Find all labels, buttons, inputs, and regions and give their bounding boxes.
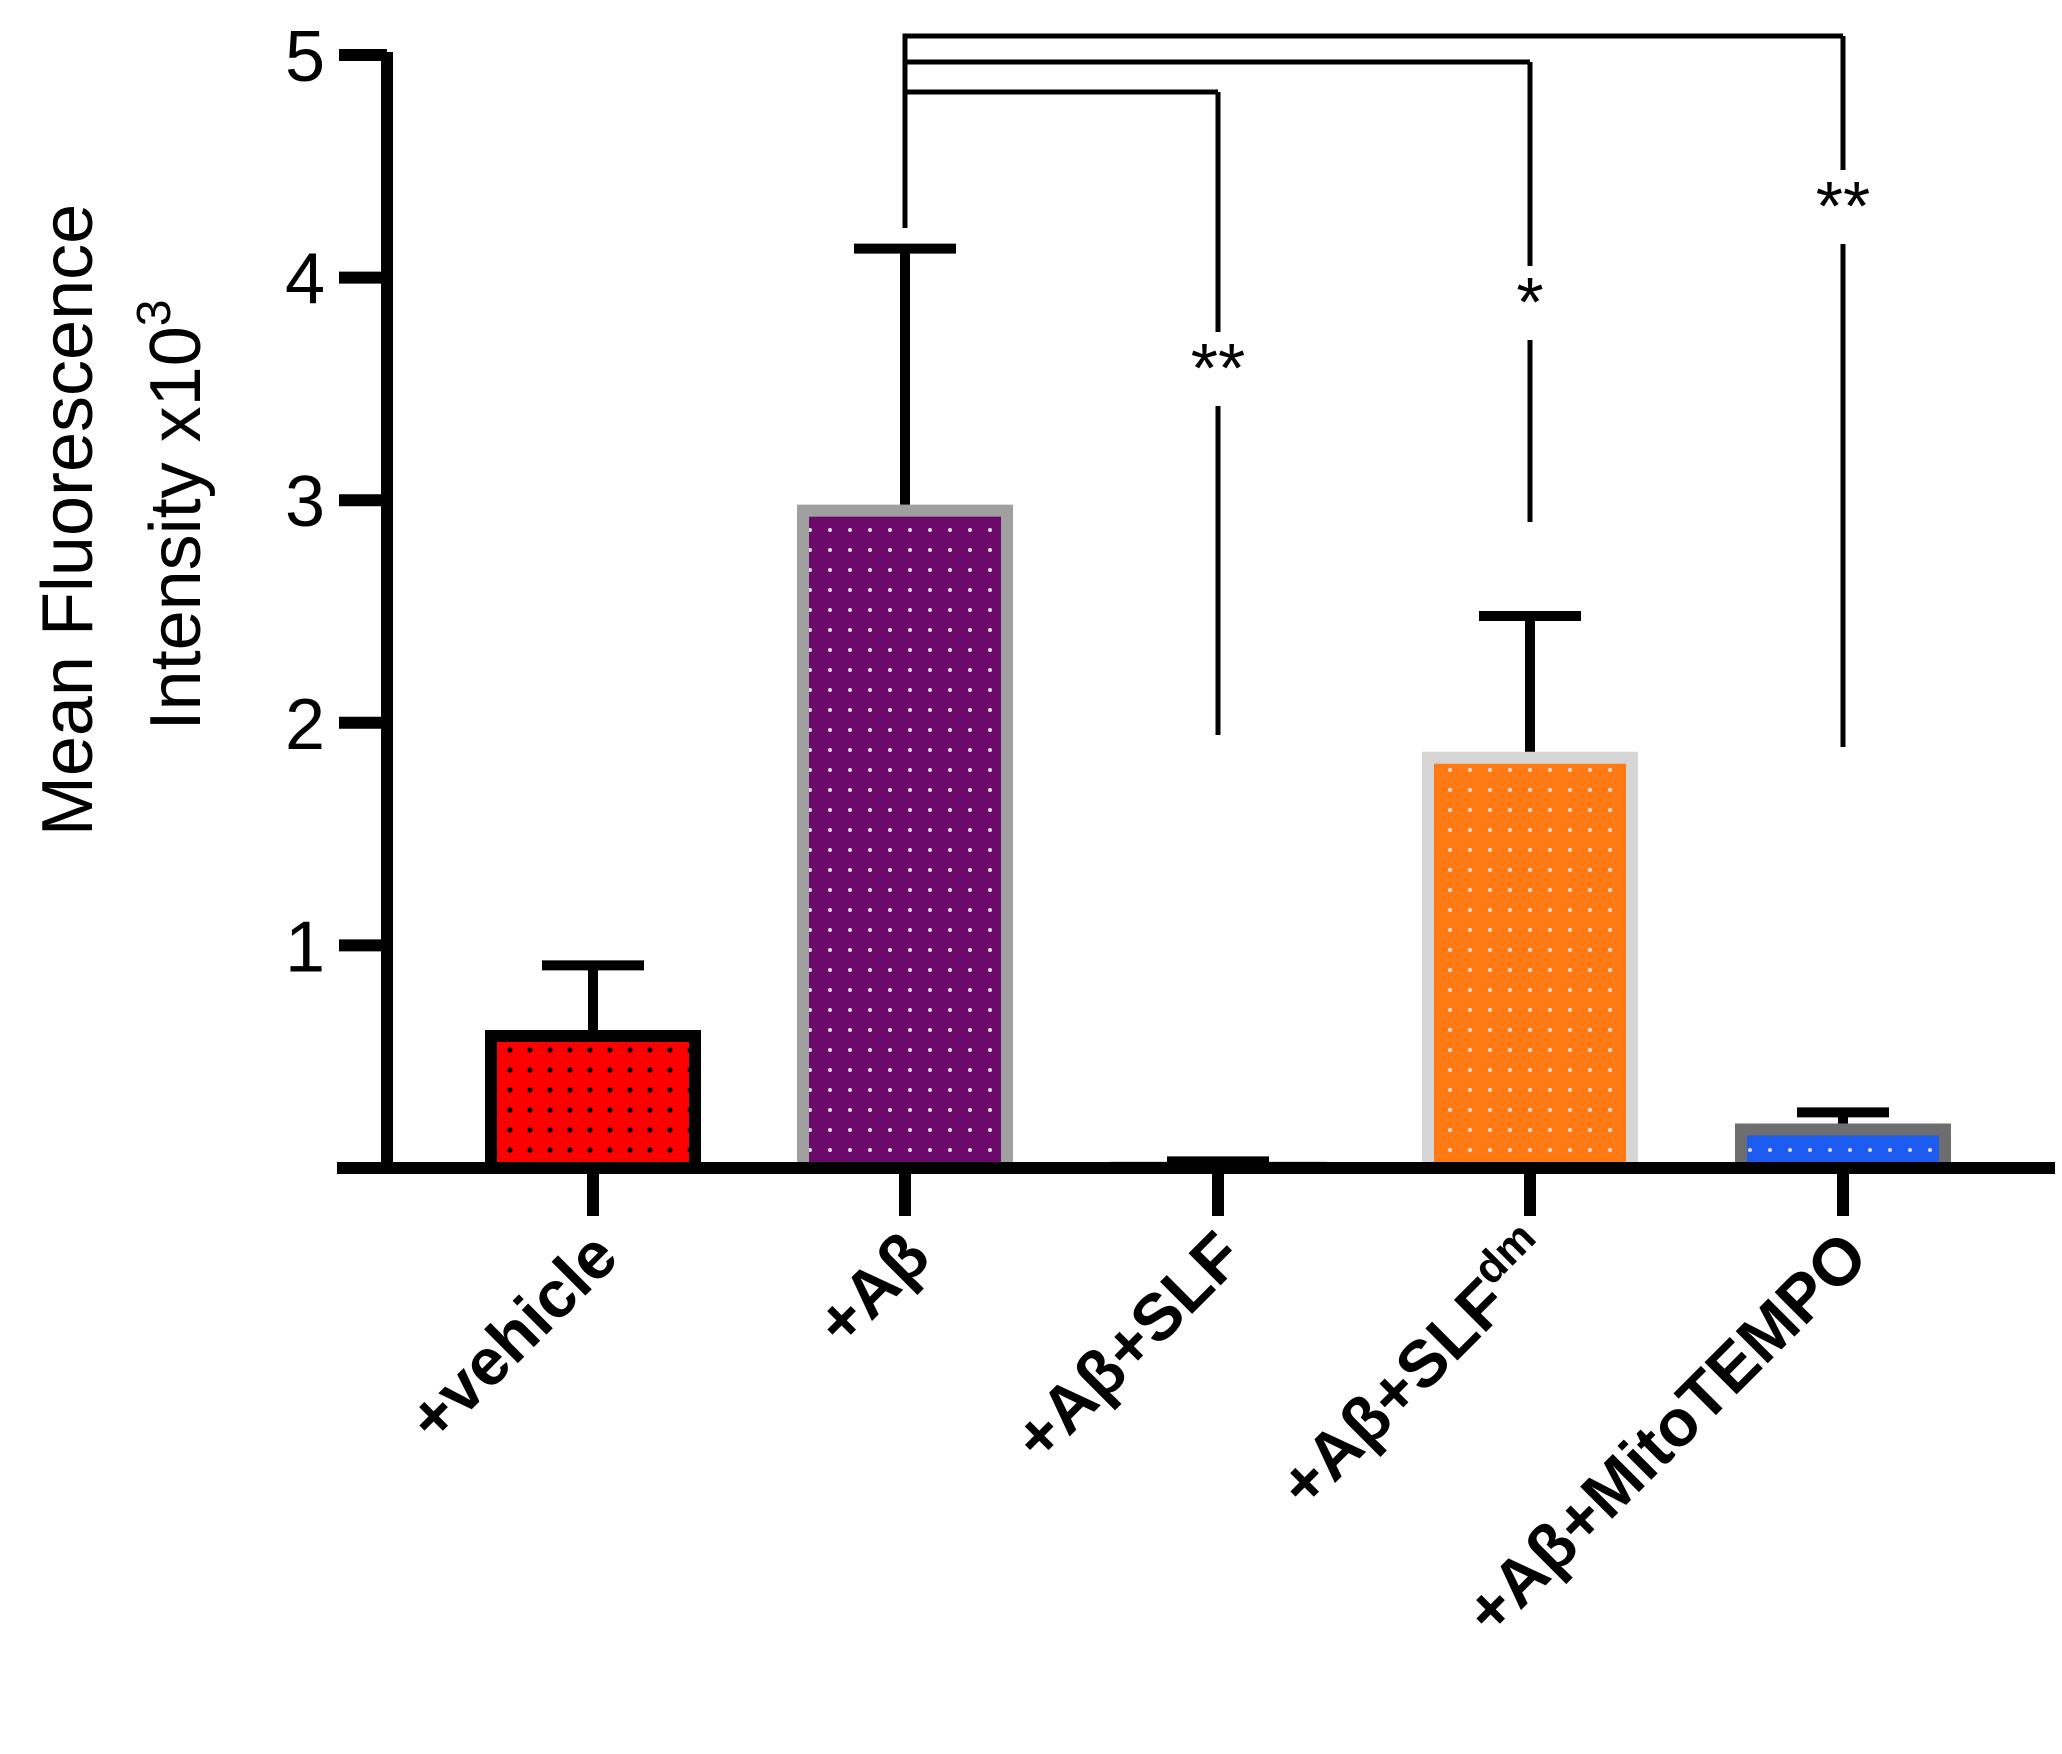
y-axis-ticks: 1 2 3 4 5 xyxy=(285,17,387,987)
bar-4 xyxy=(1735,1123,1951,1168)
bracket-line xyxy=(902,33,1843,228)
significance-label: ** xyxy=(1191,329,1245,407)
y-axis-label-line1: Mean Fluorescence xyxy=(28,204,108,836)
error-bar-4 xyxy=(1797,1107,1889,1124)
comparison-bracket-2: ** xyxy=(902,33,1870,747)
bar-0 xyxy=(485,1029,701,1168)
bar-1 xyxy=(797,504,1013,1169)
comparison-bracket-1: * xyxy=(902,59,1544,522)
bracket-line xyxy=(902,89,1218,228)
error-bars xyxy=(542,243,1889,1167)
bars xyxy=(485,504,1951,1169)
y-tick-label: 5 xyxy=(285,17,325,97)
x-axis-ticks: +vehicle +Aβ +Aβ+SLF +Aβ+SLFdm+Aβ+MitoTEMPO xyxy=(393,1168,1881,1648)
error-bar-3 xyxy=(1479,610,1581,752)
bar-pattern xyxy=(1434,763,1626,1168)
x-category-label-text: +Aβ xyxy=(801,1218,943,1360)
significance-label: * xyxy=(1516,263,1543,341)
bar-pattern xyxy=(809,516,1001,1168)
x-category-label-text: +vehicle xyxy=(393,1218,631,1456)
x-category-label: +Aβ xyxy=(801,1218,943,1360)
x-category-label-text: +Aβ+SLF xyxy=(1264,1264,1521,1521)
error-bar-0 xyxy=(542,960,644,1030)
significance-label: ** xyxy=(1816,167,1870,245)
y-axis-label: Mean Fluorescence Intensity x103 xyxy=(28,204,216,836)
x-category-label: +Aβ+SLFdm xyxy=(1259,1213,1568,1522)
x-category-label: +vehicle xyxy=(393,1218,631,1456)
x-category-label: +Aβ+MitoTEMPO xyxy=(1450,1218,1881,1649)
bar-pattern xyxy=(497,1041,689,1168)
x-category-label-text: +Aβ+SLF xyxy=(999,1218,1256,1475)
y-axis-label-line2: Intensity x103 xyxy=(128,300,216,731)
significance-brackets: ***** xyxy=(902,33,1870,747)
bar-3 xyxy=(1422,751,1638,1168)
y-tick-label: 4 xyxy=(285,240,325,320)
y-tick-label: 3 xyxy=(285,462,325,542)
y-tick-label: 2 xyxy=(285,685,325,765)
x-category-label: +Aβ+SLF xyxy=(999,1218,1256,1475)
x-category-label-text: +Aβ+MitoTEMPO xyxy=(1450,1218,1881,1649)
error-bar-1 xyxy=(854,243,956,505)
y-tick-label: 1 xyxy=(285,907,325,987)
